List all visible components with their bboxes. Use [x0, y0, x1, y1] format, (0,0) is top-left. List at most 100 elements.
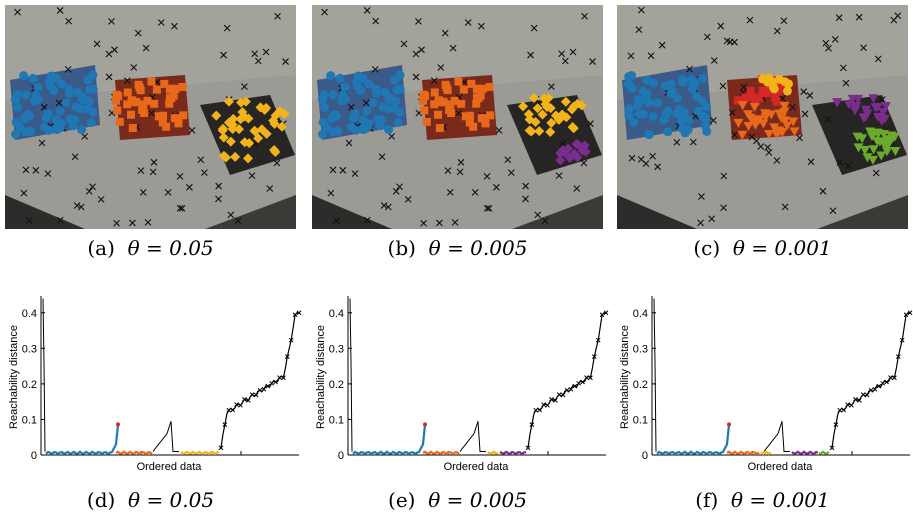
noise-point — [449, 44, 457, 52]
noise-cross — [363, 216, 371, 224]
noise-cross — [740, 83, 748, 91]
noise-marker — [560, 392, 566, 398]
noise-cross — [637, 156, 645, 163]
cluster-point-blue — [372, 88, 382, 98]
noise-cross — [649, 152, 656, 160]
cluster-point-green — [882, 142, 893, 152]
noise-cross — [586, 120, 594, 128]
cluster-point-yellow — [545, 103, 556, 114]
noise-point — [710, 57, 718, 64]
noise-point — [720, 172, 728, 180]
cluster-point-blue — [46, 71, 56, 81]
cluster-point-blue — [84, 96, 94, 106]
cluster-point-yellow — [240, 96, 251, 107]
noise-cross — [471, 188, 479, 196]
cluster-point-orange — [737, 130, 748, 140]
noise-point — [363, 7, 371, 14]
cluster-point-green — [883, 137, 894, 147]
cluster-point-orange — [481, 119, 490, 128]
cluster-segment-purple — [499, 450, 527, 456]
noise-cross — [150, 158, 158, 166]
table-edge-left — [617, 195, 697, 229]
noise-cross — [40, 103, 48, 111]
noise-marker — [868, 387, 874, 393]
noise-cross — [825, 44, 832, 52]
noise-cross — [717, 22, 725, 30]
noise-point — [757, 143, 765, 150]
noise-cross — [492, 183, 500, 191]
cluster-point-yellow — [223, 117, 234, 128]
cluster-point-yellow — [566, 104, 577, 115]
noise-marker — [292, 312, 298, 318]
noise-cross — [773, 27, 781, 35]
cluster-point-orange — [485, 82, 494, 91]
noise-marker — [595, 337, 601, 343]
cluster-point-orange — [430, 100, 439, 109]
cluster-point-blue — [642, 89, 652, 99]
noise-cross — [477, 22, 485, 30]
cluster-point-yellow — [550, 110, 561, 121]
noise-cross — [38, 139, 46, 147]
noise-cross — [55, 99, 63, 107]
cluster-point-yellow — [274, 105, 285, 116]
noise-point — [73, 202, 81, 209]
cluster-point-blue — [65, 114, 75, 124]
noise-cross — [430, 77, 438, 84]
caption-d-letter: (d) — [86, 488, 116, 512]
cluster-point-blue — [672, 108, 682, 118]
cluster-point-purple — [868, 94, 879, 104]
caption-f-letter: (f) — [695, 488, 719, 512]
noise-point — [697, 219, 704, 227]
noise-point — [372, 17, 380, 25]
noise-point — [446, 188, 454, 196]
noise-marker — [588, 375, 593, 381]
noise-point — [796, 134, 803, 142]
noise-cross — [251, 50, 259, 58]
caption-b: (b) θ = 0.005 — [312, 236, 603, 260]
noise-cross — [345, 139, 353, 147]
noise-point — [105, 73, 113, 81]
cluster-point-orange — [150, 99, 159, 108]
photo-panel-a — [5, 5, 296, 229]
caption-a-theta: θ = 0.05 — [127, 236, 214, 260]
noise-point — [522, 182, 530, 190]
cluster-point-orange — [170, 114, 179, 123]
noise-cross — [709, 116, 717, 124]
noise-point — [649, 152, 656, 160]
noise-point — [139, 188, 147, 196]
noise-point — [635, 26, 643, 34]
noise-cross — [673, 138, 681, 146]
noise-cross — [753, 137, 760, 145]
noise-cross — [148, 109, 155, 117]
cluster-point-yellow — [250, 126, 261, 137]
noise-cross — [20, 189, 28, 197]
noise-point — [25, 217, 33, 224]
noise-cross — [855, 13, 863, 21]
noise-cross — [347, 103, 355, 111]
noise-marker — [281, 375, 286, 381]
noise-cross — [178, 204, 186, 212]
caption-c-theta: θ = 0.001 — [732, 236, 832, 260]
noise-cross — [723, 37, 731, 45]
cluster-point-orange — [419, 96, 428, 105]
cluster-point-orange — [158, 118, 167, 127]
cluster-point-red — [741, 93, 750, 102]
noise-point — [753, 137, 760, 145]
noise-cross — [111, 46, 118, 54]
noise-cross — [527, 51, 534, 59]
cluster-point-blue — [26, 126, 36, 136]
noise-marker — [533, 407, 539, 413]
cluster-point-yellow — [217, 125, 228, 136]
plot-f-xlabel: Ordered data — [748, 461, 814, 473]
noise-point — [185, 183, 193, 191]
table-edge-left — [5, 195, 85, 229]
caption-d-theta: θ = 0.05 — [128, 488, 215, 512]
cluster-point-blue — [384, 125, 394, 135]
cluster-point-orange — [165, 85, 174, 94]
noise-point — [773, 27, 781, 35]
noise-point — [134, 29, 142, 37]
cluster-point-orange — [127, 96, 136, 105]
noise-cross — [842, 79, 850, 87]
cluster-point-blue — [677, 124, 687, 134]
noise-point — [689, 138, 697, 146]
